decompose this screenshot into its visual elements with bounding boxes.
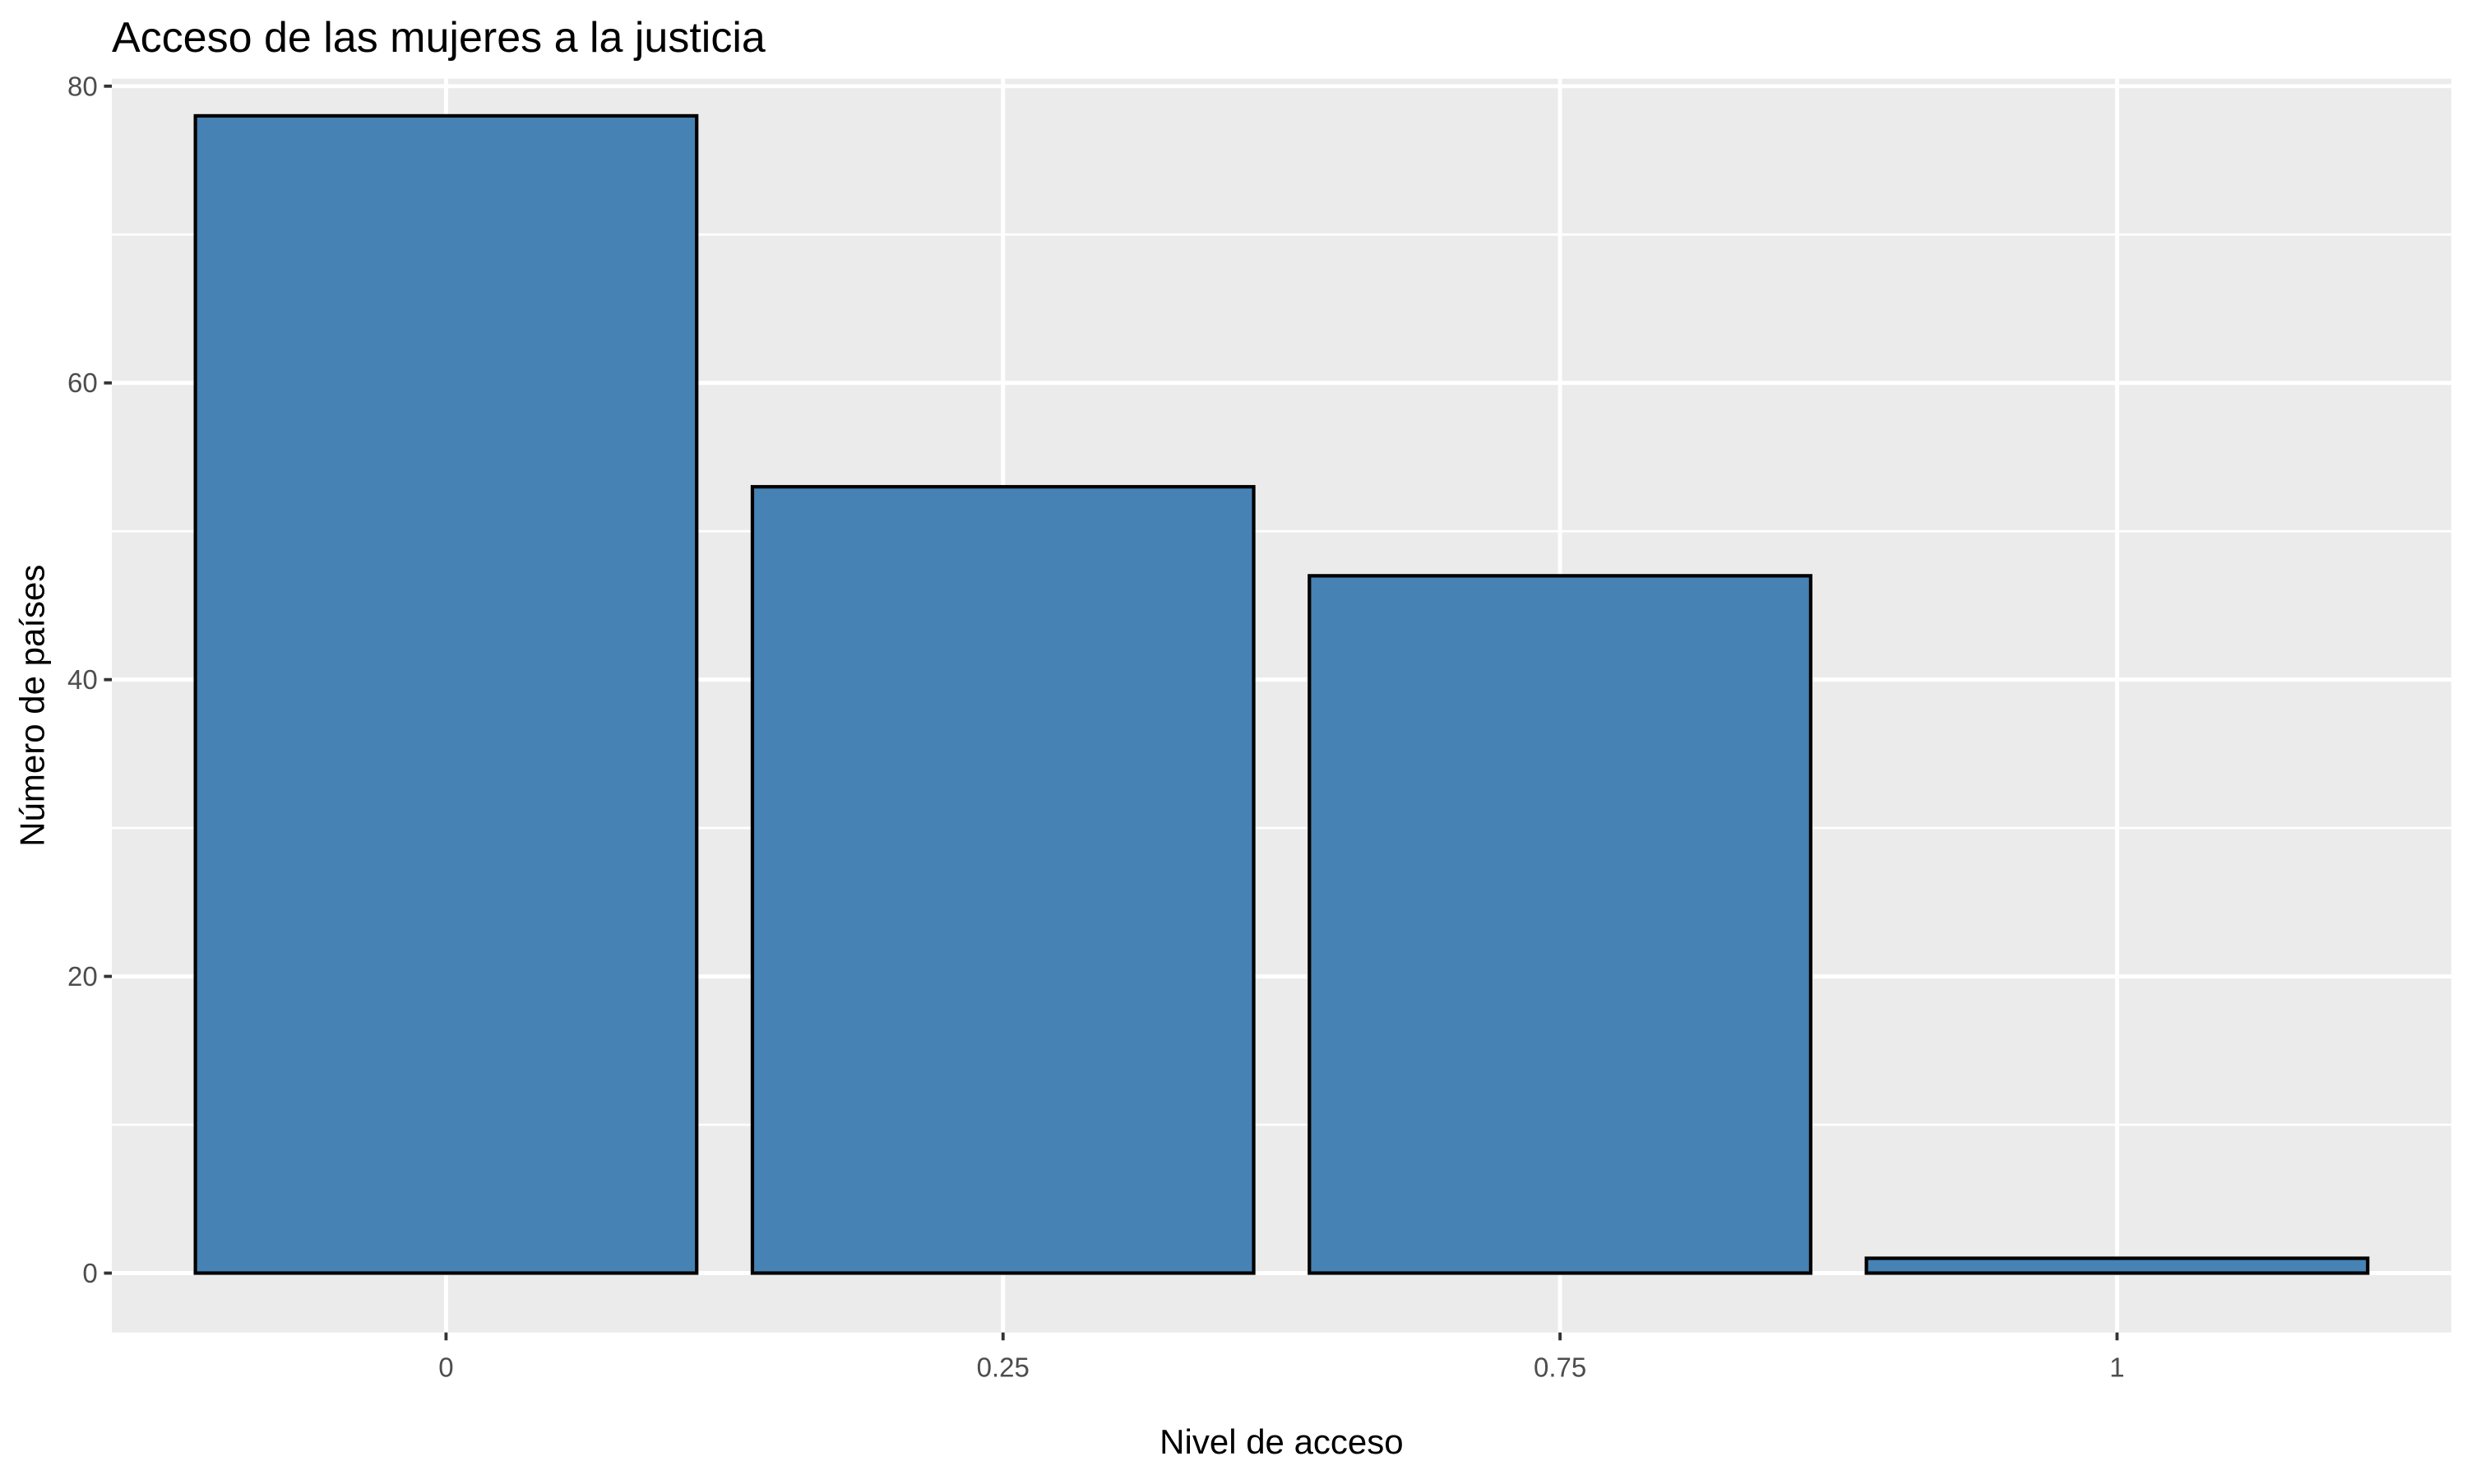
x-axis-title: Nivel de acceso	[1159, 1422, 1403, 1461]
bar-0.25	[750, 484, 1256, 1275]
bars	[193, 113, 2370, 1275]
x-axis: 0 0.25 0.75 1	[438, 1332, 2125, 1382]
bar-0.75	[1308, 574, 1813, 1275]
x-tick-label: 0.75	[1534, 1352, 1586, 1382]
y-axis: 0 20 40 60 80	[67, 71, 113, 1288]
y-tick-label: 80	[67, 71, 98, 101]
x-tick-label: 0.25	[977, 1352, 1030, 1382]
y-tick-label: 0	[82, 1258, 97, 1288]
y-tick-label: 40	[67, 664, 98, 695]
y-tick-label: 20	[67, 961, 98, 992]
y-axis-title: Número de países	[13, 565, 52, 847]
bar-1	[1864, 1256, 2370, 1275]
y-tick-label: 60	[67, 368, 98, 398]
bar-0	[193, 113, 699, 1275]
x-tick-label: 0	[438, 1352, 453, 1382]
chart-title: Acceso de las mujeres a la justicia	[112, 14, 766, 62]
x-tick-label: 1	[2109, 1352, 2124, 1382]
